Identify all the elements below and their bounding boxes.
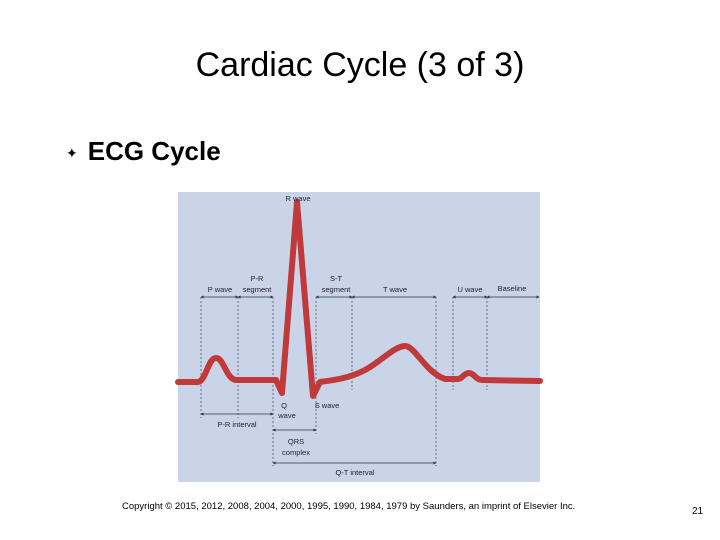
- label: P wave: [208, 285, 232, 294]
- interval-arrows: [200, 295, 540, 465]
- label: U wave: [457, 285, 482, 294]
- label: Q-T interval: [335, 468, 374, 477]
- page-number: 21: [692, 506, 704, 517]
- label: segment: [243, 285, 273, 294]
- label: Q: [281, 401, 287, 410]
- label: T wave: [383, 285, 407, 294]
- label: S wave: [315, 401, 340, 410]
- label: P-R: [251, 274, 265, 283]
- label: S-T: [330, 274, 343, 283]
- slide-title: Cardiac Cycle (3 of 3): [195, 46, 525, 84]
- label: P-R interval: [217, 420, 257, 429]
- label: QRS: [288, 437, 304, 446]
- label: wave: [277, 411, 296, 420]
- copyright: Copyright © 2015, 2012, 2008, 2004, 2000…: [122, 501, 576, 512]
- label: Baseline: [498, 284, 527, 293]
- label: segment: [322, 285, 352, 294]
- bullet-text: ECG Cycle: [87, 136, 221, 166]
- ecg-trace: [175, 199, 543, 399]
- diagram-background: [178, 192, 540, 482]
- label: R wave: [285, 194, 310, 203]
- label: complex: [282, 448, 310, 457]
- wave-labels: R wave P wave P-R segment S-T segment T …: [208, 194, 527, 477]
- bullet: ✦ ECG Cycle: [66, 136, 221, 166]
